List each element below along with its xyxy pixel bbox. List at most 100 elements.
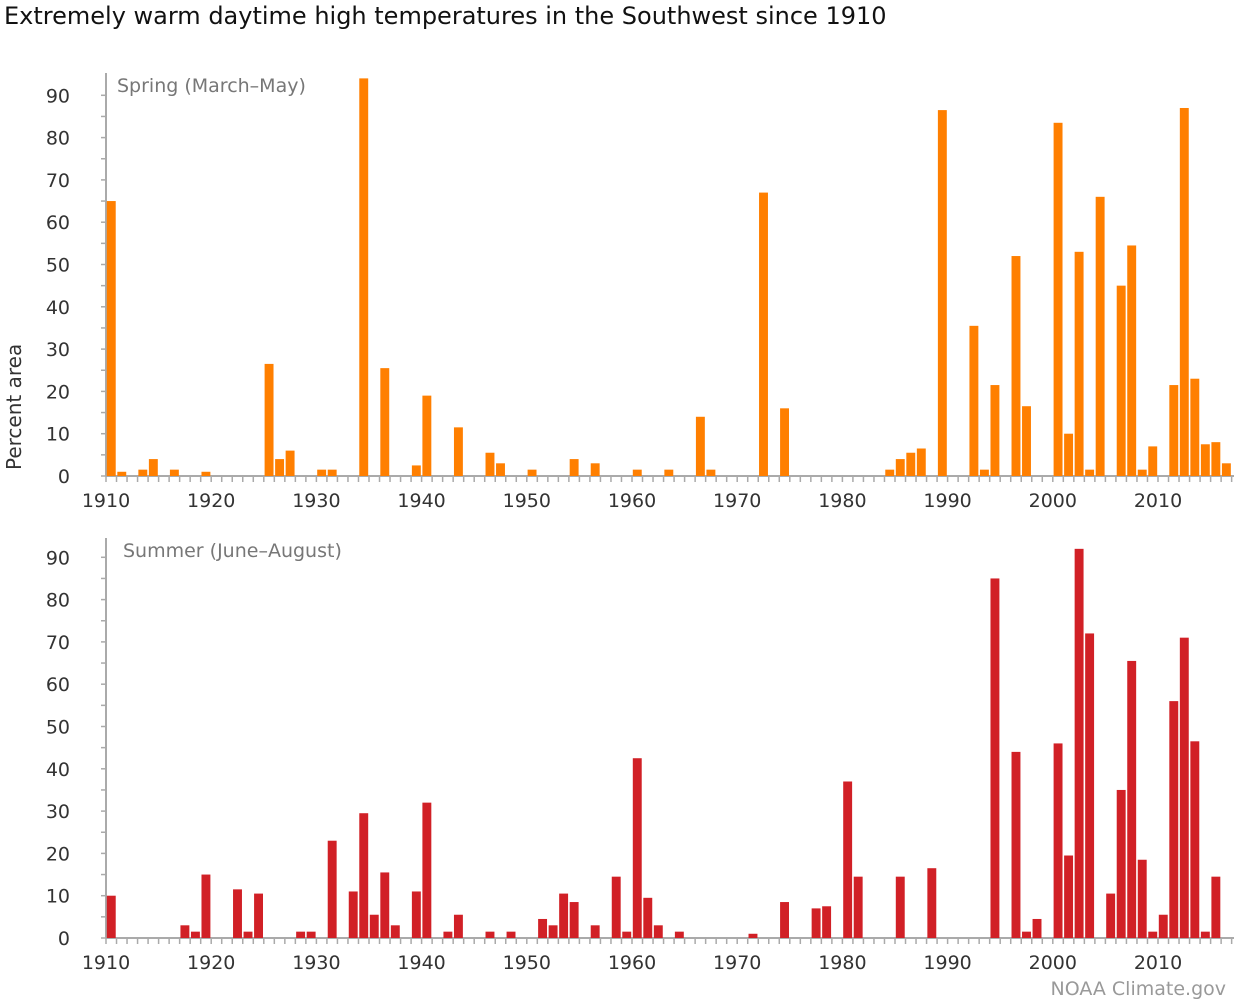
summer-bar: [1011, 751, 1021, 938]
spring-bar: [201, 471, 211, 476]
spring-y-tick-label: 0: [58, 466, 70, 488]
summer-bar: [853, 876, 863, 938]
spring-x-tick-label: 2000: [1029, 490, 1077, 512]
spring-bar: [969, 325, 979, 476]
spring-bar: [485, 452, 495, 476]
summer-bar: [359, 813, 369, 938]
spring-bar: [632, 469, 642, 476]
spring-bar: [527, 469, 537, 476]
summer-x-tick-label: 2010: [1134, 952, 1182, 974]
summer-x-tick-label: 1940: [397, 952, 445, 974]
summer-bar: [611, 876, 621, 938]
summer-x-tick-label: 1950: [503, 952, 551, 974]
spring-bar: [148, 459, 158, 476]
summer-y-tick-label: 70: [46, 632, 70, 654]
spring-bar: [1137, 469, 1147, 476]
summer-y-tick-label: 0: [58, 928, 70, 950]
summer-bar: [201, 874, 211, 938]
summer-bar: [369, 914, 379, 938]
spring-bar: [906, 452, 916, 476]
spring-x-tick-label: 1960: [608, 490, 656, 512]
spring-x-tick-label: 1920: [187, 490, 235, 512]
summer-bar: [506, 931, 516, 938]
summer-bar: [990, 578, 1000, 938]
spring-y-tick-label: 30: [46, 339, 70, 361]
spring-bar: [990, 385, 1000, 476]
summer-bar: [895, 876, 905, 938]
spring-bar: [138, 469, 148, 476]
summer-bar: [590, 925, 600, 938]
summer-bar: [422, 802, 432, 938]
spring-bar: [590, 463, 600, 476]
summer-bar: [632, 758, 642, 938]
spring-bar: [1190, 378, 1200, 476]
spring-bar: [759, 192, 768, 476]
summer-bar: [1127, 660, 1137, 938]
spring-bar: [1169, 385, 1179, 476]
summer-bar: [485, 931, 495, 938]
summer-bar: [380, 872, 390, 938]
summer-bar: [1106, 893, 1116, 938]
summer-bar: [180, 925, 190, 938]
summer-x-tick-label: 1930: [292, 952, 340, 974]
summer-x-tick-label: 1980: [818, 952, 866, 974]
spring-bar: [979, 469, 989, 476]
spring-bar: [1064, 433, 1074, 476]
spring-x-tick-label: 1930: [292, 490, 340, 512]
spring-bar: [327, 469, 337, 476]
spring-bar: [422, 395, 432, 476]
spring-x-tick-label: 1940: [397, 490, 445, 512]
summer-bar: [748, 933, 758, 938]
summer-x-tick-label: 1910: [82, 952, 130, 974]
spring-bar: [1148, 446, 1158, 476]
spring-bar: [169, 469, 179, 476]
spring-y-tick-label: 80: [46, 128, 70, 150]
summer-bar: [1200, 931, 1210, 938]
spring-x-tick-label: 2010: [1134, 490, 1182, 512]
summer-y-tick-label: 10: [46, 886, 70, 908]
spring-bar: [317, 469, 327, 476]
summer-bar: [243, 931, 253, 938]
summer-y-tick-label: 20: [46, 843, 70, 865]
spring-bar: [1022, 406, 1031, 476]
spring-bar: [1211, 442, 1221, 476]
summer-bar: [780, 902, 789, 938]
spring-bar: [706, 469, 716, 476]
summer-x-tick-label: 1960: [608, 952, 656, 974]
summer-bar: [674, 931, 684, 938]
summer-bar: [1211, 876, 1221, 938]
spring-bar: [275, 459, 285, 476]
summer-bar: [254, 893, 263, 938]
spring-bar: [1085, 469, 1095, 476]
summer-bar: [327, 840, 337, 938]
spring-y-tick-label: 40: [46, 297, 70, 319]
summer-bar: [453, 914, 463, 938]
spring-bar: [264, 363, 274, 476]
summer-y-tick-label: 60: [46, 674, 70, 696]
spring-panel-label: Spring (March–May): [117, 75, 306, 97]
summer-bar: [1169, 701, 1179, 938]
summer-bar: [443, 931, 453, 938]
summer-bar: [233, 889, 242, 938]
spring-y-tick-label: 90: [46, 85, 70, 107]
summer-bar: [1074, 548, 1084, 938]
spring-bar: [1095, 196, 1105, 476]
spring-bar: [695, 416, 705, 476]
summer-bar: [927, 868, 937, 938]
spring-bar: [1053, 122, 1063, 477]
spring-x-tick-label: 1910: [82, 490, 130, 512]
summer-bar: [1148, 931, 1158, 938]
summer-bar: [306, 931, 316, 938]
summer-bar: [811, 908, 821, 938]
summer-bar: [1179, 637, 1189, 938]
summer-bar: [190, 931, 200, 938]
summer-bar: [390, 925, 400, 938]
spring-bar: [1221, 463, 1231, 476]
summer-bar: [569, 902, 579, 938]
summer-bar: [1085, 633, 1095, 938]
summer-bar: [843, 781, 853, 938]
summer-bar: [1116, 789, 1126, 938]
spring-y-tick-label: 70: [46, 170, 70, 192]
spring-bar: [569, 459, 579, 476]
spring-bar: [885, 469, 895, 476]
